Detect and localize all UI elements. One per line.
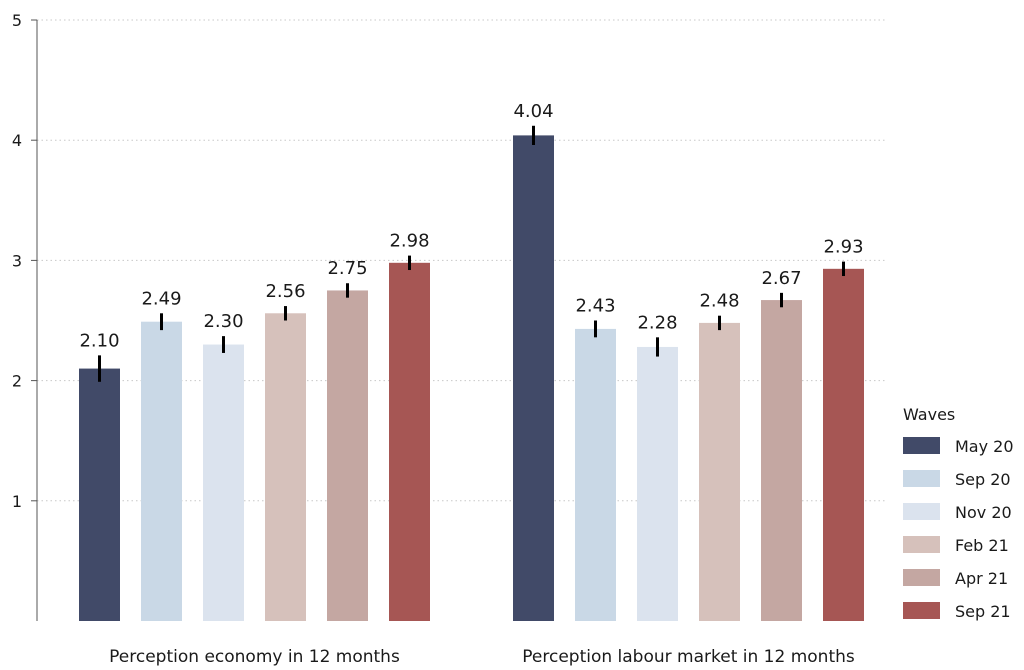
- category-label-0: Perception economy in 12 months: [109, 647, 400, 667]
- y-tick-label: 1: [12, 492, 22, 511]
- bar-1-0: [513, 135, 554, 621]
- bars: [79, 125, 864, 621]
- legend-label-4: Apr 21: [955, 569, 1008, 588]
- bar-0-3: [265, 313, 306, 621]
- data-label-1-3: 2.48: [699, 291, 739, 312]
- bar-0-0: [79, 368, 120, 621]
- legend-label-2: Nov 20: [955, 503, 1012, 522]
- bar-0-5: [389, 262, 430, 621]
- legend-swatch-4: [903, 569, 940, 586]
- legend-label-3: Feb 21: [955, 536, 1009, 555]
- y-tick-label: 2: [12, 372, 22, 391]
- category-labels: Perception economy in 12 months Perceptio…: [109, 647, 855, 667]
- legend-swatch-1: [903, 470, 940, 487]
- bar-1-1: [575, 328, 616, 621]
- data-label-1-5: 2.93: [823, 237, 863, 258]
- bar-1-5: [823, 268, 864, 621]
- data-label-1-0: 4.04: [513, 101, 553, 122]
- data-label-0-2: 2.30: [203, 311, 243, 332]
- legend-swatch-2: [903, 503, 940, 520]
- y-tick-label: 4: [12, 131, 22, 150]
- data-label-0-4: 2.75: [327, 258, 367, 279]
- bar-0-4: [327, 290, 368, 621]
- bar-1-2: [637, 346, 678, 621]
- bar-1-4: [761, 300, 802, 621]
- category-label-1: Perception labour market in 12 months: [522, 647, 855, 667]
- legend-swatch-3: [903, 536, 940, 553]
- legend-swatch-0: [903, 437, 940, 454]
- data-label-1-2: 2.28: [637, 312, 677, 333]
- data-label-0-1: 2.49: [141, 288, 181, 309]
- gridlines: [37, 19, 885, 502]
- legend-title: Waves: [903, 405, 955, 424]
- legend-label-1: Sep 20: [955, 470, 1011, 489]
- legend-label-0: May 20: [955, 437, 1014, 456]
- y-tick-label: 3: [12, 251, 22, 270]
- y-tick-label: 5: [12, 11, 22, 30]
- bar-0-1: [141, 321, 182, 621]
- data-label-0-5: 2.98: [389, 231, 429, 252]
- legend-label-5: Sep 21: [955, 602, 1011, 621]
- legend-swatch-5: [903, 602, 940, 619]
- bar-1-3: [699, 322, 740, 621]
- data-label-1-1: 2.43: [575, 296, 615, 317]
- data-label-0-0: 2.10: [79, 330, 119, 351]
- data-label-1-4: 2.67: [761, 268, 801, 289]
- data-label-0-3: 2.56: [265, 281, 305, 302]
- data-labels: 2.10 4.04 2.49 2.43 2.30 2.28 2.56 2.48 2.75 2.67…: [79, 101, 863, 352]
- y-axis-ticks: 1 2 3 4 5: [12, 11, 37, 511]
- bar-0-2: [203, 344, 244, 621]
